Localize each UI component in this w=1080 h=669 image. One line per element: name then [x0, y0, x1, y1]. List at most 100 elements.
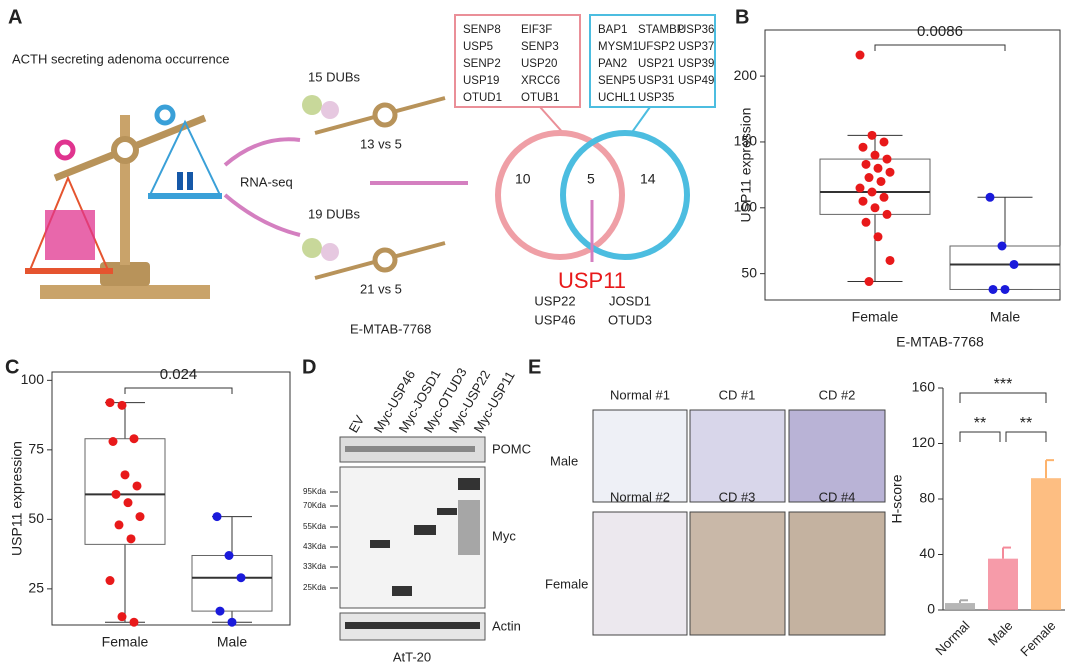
gene: USP36	[678, 24, 714, 36]
y-tick-label: 25	[28, 580, 44, 596]
gene: USP21	[638, 58, 674, 70]
data-point	[236, 573, 246, 583]
data-point	[864, 173, 874, 183]
x-tick-label: Normal	[932, 618, 972, 658]
gene: SENP3	[521, 41, 559, 53]
data-point	[117, 612, 127, 622]
ratio: 13 vs 5	[360, 136, 402, 151]
row-label: Female	[545, 576, 588, 591]
data-point	[879, 192, 889, 202]
blot-label: Myc	[492, 528, 516, 543]
image-label: CD #4	[819, 489, 856, 504]
data-point	[867, 187, 877, 197]
panel-letter: D	[302, 356, 316, 378]
gene: JOSD1	[609, 293, 651, 308]
p-value: 0.0086	[917, 23, 963, 40]
hit-gene: USP11	[558, 268, 626, 293]
y-tick-label: 80	[919, 490, 935, 506]
data-point	[224, 550, 234, 560]
data-point	[861, 217, 871, 227]
gene: OTUB1	[521, 92, 559, 104]
y-tick-label: 0	[927, 601, 935, 617]
data-point	[858, 196, 868, 206]
box	[949, 245, 1061, 290]
data-point	[873, 163, 883, 173]
data-point	[135, 512, 145, 522]
image-label: CD #3	[719, 489, 756, 504]
gene: USP20	[521, 58, 557, 70]
x-axis-label: E-MTAB-7768	[896, 334, 984, 350]
data-point	[855, 50, 865, 60]
image-label: CD #2	[819, 387, 856, 402]
y-tick-label: 40	[919, 545, 935, 561]
data-point	[123, 498, 133, 508]
cell-line: AtT-20	[393, 649, 431, 664]
image-label: Normal #1	[610, 387, 670, 402]
gene: MYSM1	[598, 41, 639, 53]
y-axis-label: USP11 expression	[738, 108, 754, 223]
bar	[1031, 478, 1061, 610]
dataset: E-MTAB-7768	[350, 321, 431, 336]
x-tick-label: Female	[1017, 618, 1058, 659]
gene: USP49	[678, 75, 714, 87]
data-point	[988, 284, 998, 294]
bracket	[959, 392, 1047, 403]
data-point	[855, 183, 865, 193]
gene: OTUD3	[608, 312, 652, 327]
bracket	[124, 387, 233, 394]
bracket	[874, 44, 1006, 51]
y-axis-label: USP11 expression	[9, 441, 25, 556]
data-point	[861, 159, 871, 169]
gene: USP5	[463, 41, 493, 53]
blot-label: Actin	[492, 618, 521, 633]
data-point	[864, 277, 874, 287]
venn-count: 5	[587, 171, 595, 187]
x-tick-label: Male	[217, 634, 248, 650]
gene: USP22	[534, 293, 575, 308]
data-point	[1000, 284, 1010, 294]
data-point	[879, 137, 889, 147]
gene: EIF3F	[521, 24, 552, 36]
y-tick-label: 100	[21, 371, 45, 387]
data-point	[882, 209, 892, 219]
bracket	[959, 431, 1001, 442]
ratio: 21 vs 5	[360, 281, 402, 296]
method: RNA-seq	[240, 174, 293, 189]
lane-label: EV	[346, 412, 368, 435]
data-point	[212, 512, 222, 522]
gene: USP35	[638, 92, 674, 104]
x-tick-label: Female	[102, 634, 149, 650]
data-point	[870, 203, 880, 213]
p-value: 0.024	[160, 366, 198, 383]
gene: XRCC6	[521, 75, 560, 87]
data-point	[227, 617, 237, 627]
bar	[945, 603, 975, 610]
gene: BAP1	[598, 24, 627, 36]
panel-letter: B	[735, 6, 749, 28]
gene: UFSP2	[638, 41, 675, 53]
significance: ***	[994, 376, 1013, 393]
data-point	[873, 232, 883, 242]
box	[84, 438, 166, 545]
data-point	[876, 176, 886, 186]
y-axis-label: H-score	[889, 474, 905, 523]
marker-label: 43Kda	[303, 542, 327, 551]
box	[191, 554, 273, 612]
marker-label: 25Kda	[303, 583, 327, 592]
data-point	[882, 154, 892, 164]
data-point	[867, 130, 877, 140]
gene: USP19	[463, 75, 499, 87]
data-point	[120, 470, 130, 480]
image-label: Normal #2	[610, 489, 670, 504]
y-tick-label: 120	[912, 434, 936, 450]
marker-label: 70Kda	[303, 501, 327, 510]
panel-title: ACTH secreting adenoma occurrence	[12, 51, 230, 66]
data-point	[885, 167, 895, 177]
y-tick-label: 100	[734, 199, 758, 215]
y-tick-label: 160	[912, 379, 936, 395]
gene: SENP5	[598, 75, 636, 87]
plot-frame	[764, 29, 1061, 301]
plot-frame	[51, 371, 291, 626]
panel-letter: A	[8, 6, 22, 28]
